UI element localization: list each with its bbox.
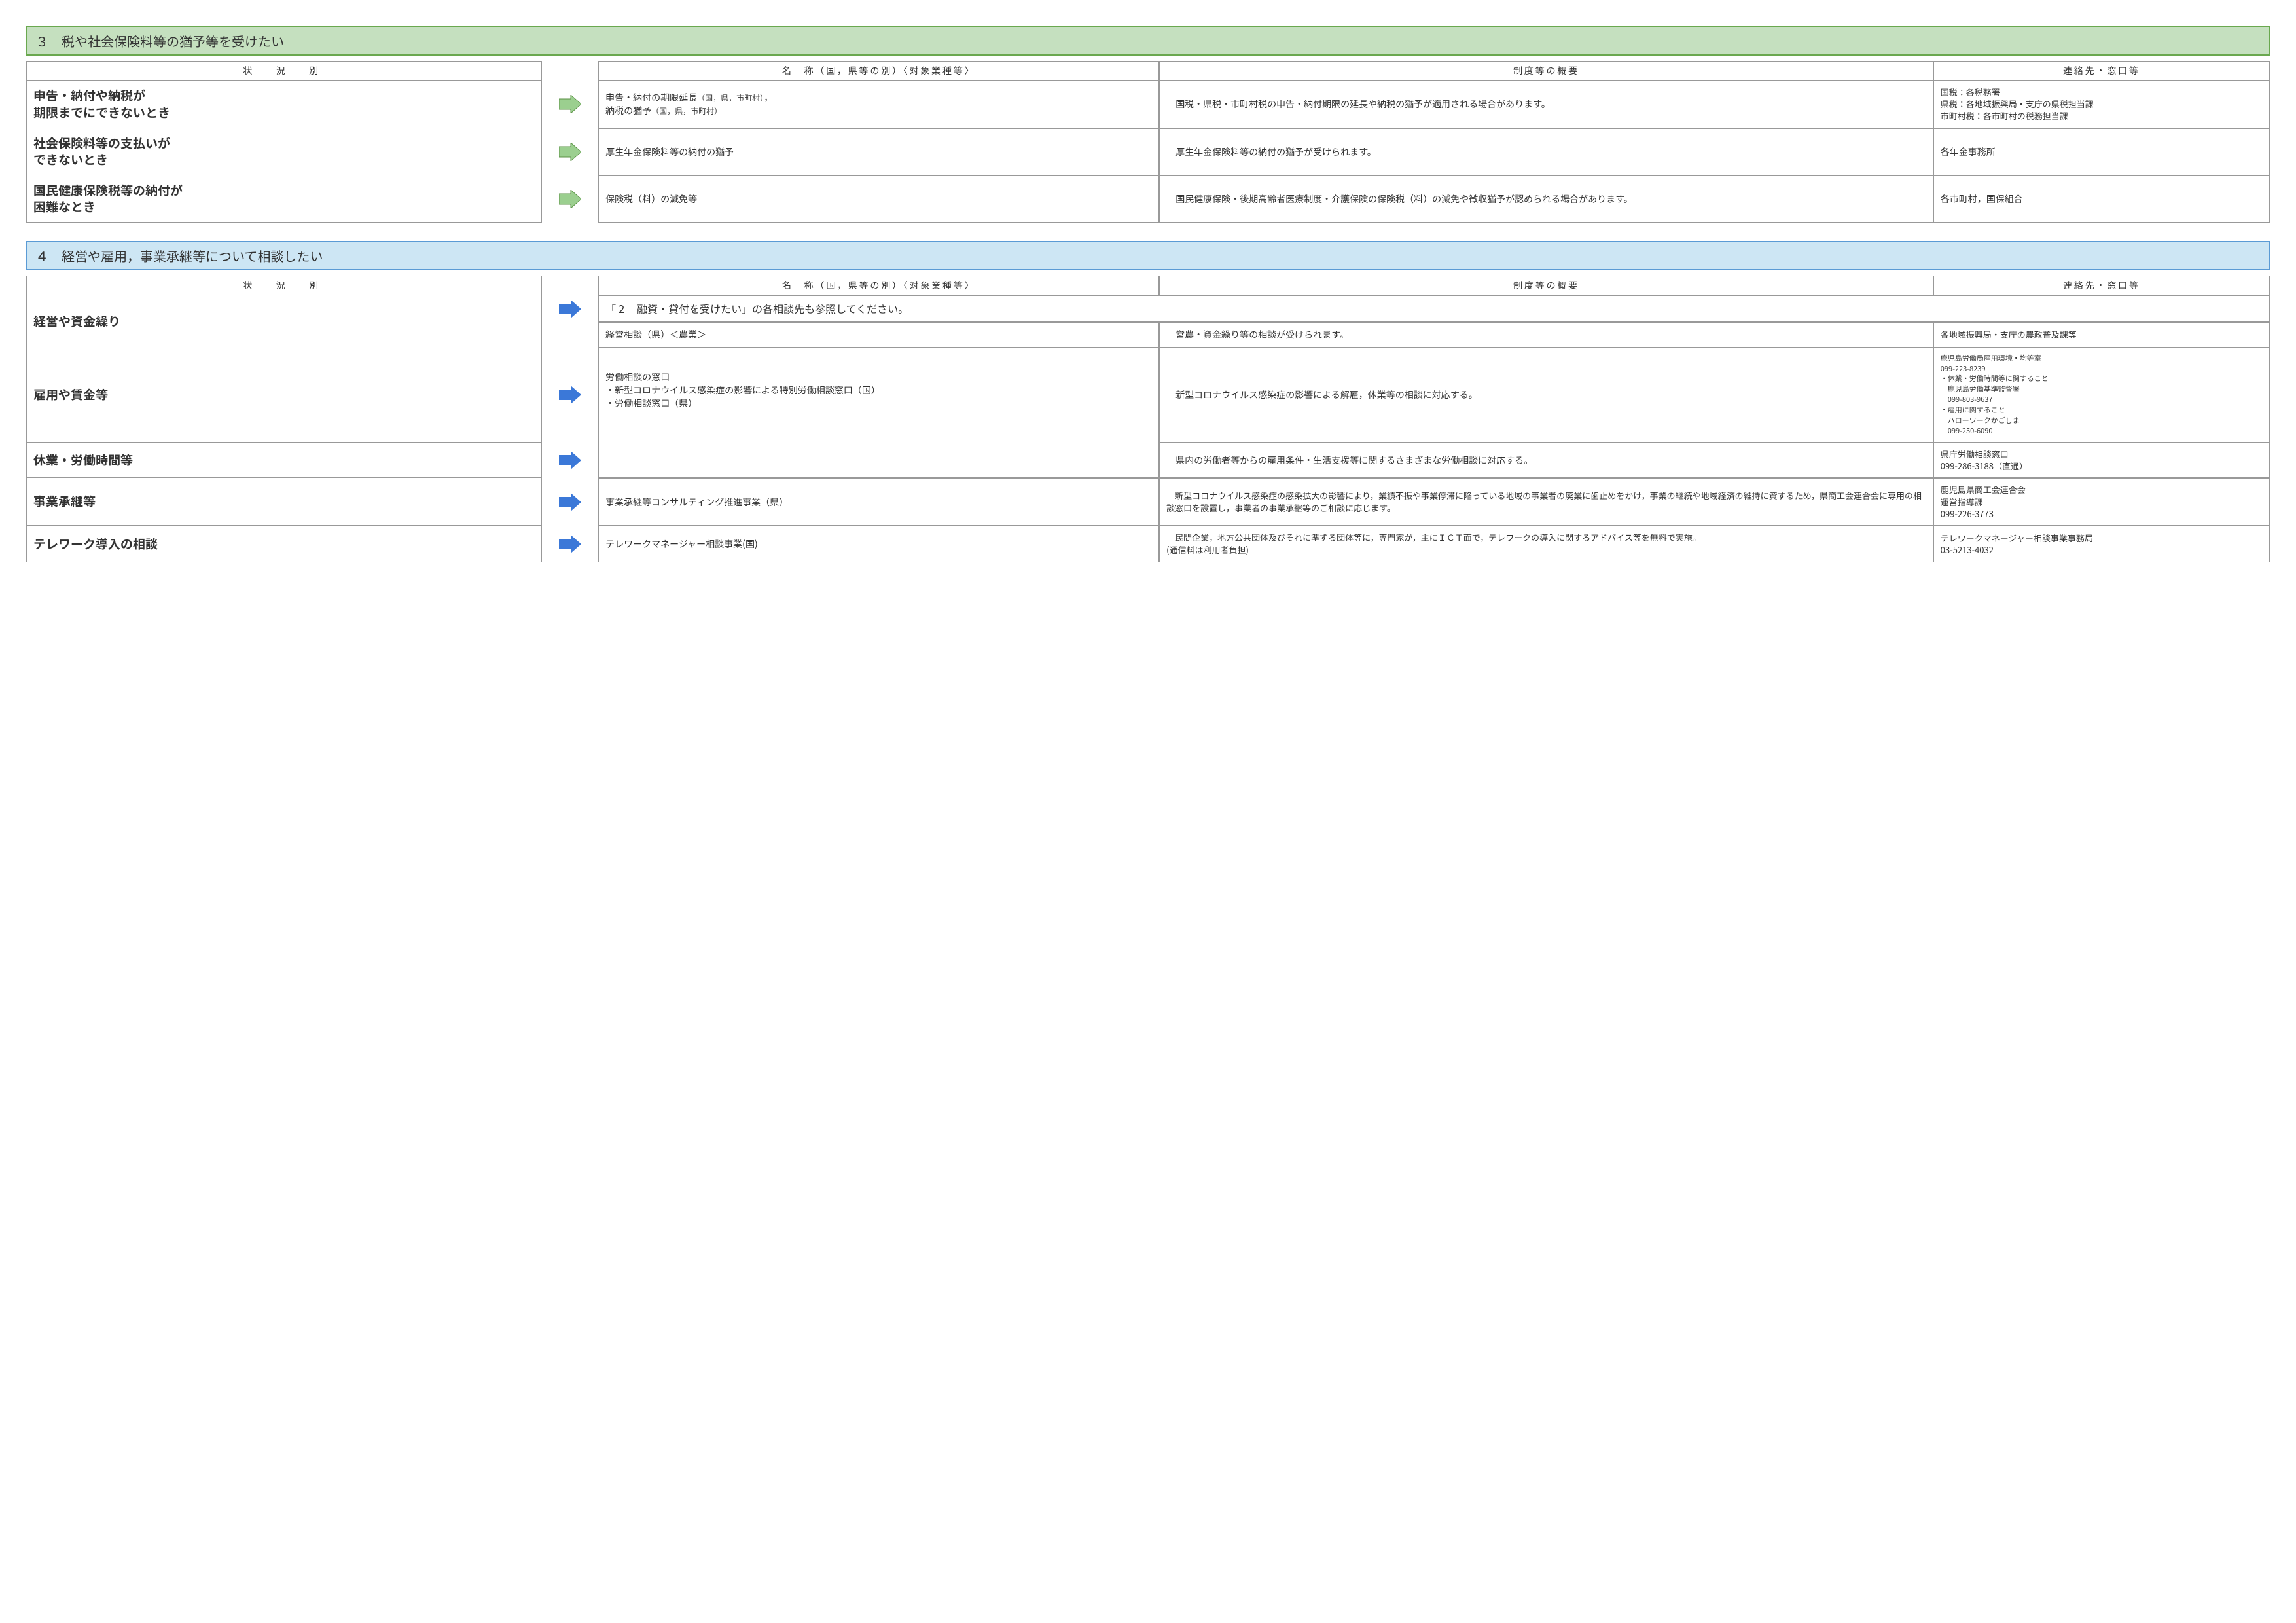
contact-cell: 各地域振興局・支庁の農政普及課等 [1933,322,2270,347]
arrow-icon [542,128,598,175]
situation-text: 申告・納付や納税が 期限までにできないとき [33,87,170,120]
arrow-icon [542,478,598,526]
name-cell: 申告・納付の期限延長（国，県，市町村），納税の猶予（国，県，市町村） [598,81,1159,128]
section-header-4: ４ 経営や雇用，事業承継等について相談したい [26,241,2270,270]
summary-text: 新型コロナウイルス感染症の感染拡大の影響により，業績不振や事業停滞に陥っている地… [1166,490,1926,515]
situation-cell: 経営や資金繰り [26,295,542,347]
contact-text: 各地域振興局・支庁の農政普及課等 [1941,329,2077,340]
summary-cell: 民間企業，地方公共団体及びそれに準ずる団体等に，専門家が，主にＩＣＴ面で，テレワ… [1159,526,1933,562]
summary-text: 国税・県税・市町村税の申告・納付期限の延長や納税の猶予が適用される場合があります… [1166,98,1551,111]
situation-text: 休業・労働時間等 [33,452,133,469]
situation-cell: 社会保険料等の支払いが できないとき [26,128,542,175]
name-text: 保険税（料）の減免等 [605,192,697,206]
summary-cell: 営農・資金繰り等の相談が受けられます。 [1159,322,1933,347]
contact-cell: テレワークマネージャー相談事業事務局 03-5213-4032 [1933,526,2270,562]
arrow-icon [542,443,598,478]
contact-text: 国税：各税務署 県税：各地域振興局・支庁の県税担当課 市町村税：各市町村の税務担… [1941,86,2094,122]
contact-text: テレワークマネージャー相談事業事務局 03-5213-4032 [1941,532,2093,556]
contact-text: 鹿児島労働局雇用環境・均等室 099-223-8239 ・休業・労働時間等に関す… [1941,354,2049,437]
col-header-situation: 状 況 別 [26,61,542,81]
summary-text: 営農・資金繰り等の相談が受けられます。 [1166,328,1349,341]
arrow-icon [542,81,598,128]
contact-cell: 鹿児島労働局雇用環境・均等室 099-223-8239 ・休業・労働時間等に関す… [1933,348,2270,443]
col-header-summary: 制度等の概要 [1159,61,1933,81]
summary-cell: 県内の労働者等からの雇用条件・生活支援等に関するさまざまな労働相談に対応する。 [1159,443,1933,478]
col-header-summary: 制度等の概要 [1159,276,1933,295]
summary-text: 県内の労働者等からの雇用条件・生活支援等に関するさまざまな労働相談に対応する。 [1166,454,1533,467]
summary-cell: 厚生年金保険料等の納付の猶予が受けられます。 [1159,128,1933,175]
arrow-icon [542,348,598,443]
name-cell: 経営相談（県）＜農業＞ [598,322,1159,347]
arrow-icon [542,175,598,223]
arrow-icon [542,295,598,322]
name-cell: テレワークマネージャー相談事業(国) [598,526,1159,562]
situation-text: 国民健康保険税等の納付が 困難なとき [33,182,183,215]
header-gap [542,61,598,81]
name-text: 労働相談の窓口・新型コロナウイルス感染症の影響による特別労働相談窓口（国）・労働… [605,371,880,410]
name-cell: 労働相談の窓口・新型コロナウイルス感染症の影響による特別労働相談窓口（国）・労働… [598,348,1159,479]
situation-cell: 申告・納付や納税が 期限までにできないとき [26,81,542,128]
situation-text: 雇用や賃金等 [33,386,108,403]
situation-cell: 雇用や賃金等 [26,348,542,443]
situation-cell: 休業・労働時間等 [26,443,542,478]
name-text: 申告・納付の期限延長（国，県，市町村），納税の猶予（国，県，市町村） [605,91,773,118]
contact-text: 県庁労働相談窓口 099-286-3188（直通） [1941,448,2028,472]
situation-text: テレワーク導入の相談 [33,536,158,553]
summary-cell: 国税・県税・市町村税の申告・納付期限の延長や納税の猶予が適用される場合があります… [1159,81,1933,128]
summary-text: 新型コロナウイルス感染症の影響による解雇，休業等の相談に対応する。 [1166,388,1478,401]
reference-note: 「２ 融資・貸付を受けたい」の各相談先も参照してください。 [598,295,2270,322]
situation-text: 社会保険料等の支払いが できないとき [33,135,170,168]
header-gap [542,276,598,295]
summary-text: 民間企業，地方公共団体及びそれに準ずる団体等に，専門家が，主にＩＣＴ面で，テレワ… [1166,532,1701,556]
note-text: 「２ 融資・貸付を受けたい」の各相談先も参照してください。 [605,301,908,316]
name-text: 経営相談（県）＜農業＞ [605,328,706,341]
name-text: テレワークマネージャー相談事業(国) [605,538,757,551]
col-header-name: 名 称（国，県等の別）〈対象業種等〉 [598,61,1159,81]
contact-cell: 各年金事務所 [1933,128,2270,175]
contact-text: 鹿児島県商工会連合会 運営指導課 099-226-3773 [1941,484,2026,520]
col-header-situation: 状 況 別 [26,276,542,295]
situation-cell: 国民健康保険税等の納付が 困難なとき [26,175,542,223]
summary-cell: 新型コロナウイルス感染症の感染拡大の影響により，業績不振や事業停滞に陥っている地… [1159,478,1933,526]
contact-text: 各市町村，国保組合 [1941,192,2023,206]
table-section-3: 状 況 別 名 称（国，県等の別）〈対象業種等〉 制度等の概要 連絡先・窓口等 … [26,61,2270,223]
name-cell: 保険税（料）の減免等 [598,175,1159,223]
table-section-4: 状 況 別 名 称（国，県等の別）〈対象業種等〉 制度等の概要 連絡先・窓口等 … [26,276,2270,562]
summary-cell: 国民健康保険・後期高齢者医療制度・介護保険の保険税（料）の減免や徴収猶予が認めら… [1159,175,1933,223]
contact-cell: 各市町村，国保組合 [1933,175,2270,223]
col-header-name: 名 称（国，県等の別）〈対象業種等〉 [598,276,1159,295]
arrow-icon [542,526,598,562]
situation-cell: テレワーク導入の相談 [26,526,542,562]
summary-cell: 新型コロナウイルス感染症の影響による解雇，休業等の相談に対応する。 [1159,348,1933,443]
col-header-contact: 連絡先・窓口等 [1933,276,2270,295]
col-header-contact: 連絡先・窓口等 [1933,61,2270,81]
arrow-gap [542,322,598,347]
section-header-3: ３ 税や社会保険料等の猶予等を受けたい [26,26,2270,56]
situation-text: 経営や資金繰り [33,313,120,330]
contact-cell: 鹿児島県商工会連合会 運営指導課 099-226-3773 [1933,478,2270,526]
name-cell: 事業承継等コンサルティング推進事業（県） [598,478,1159,526]
summary-text: 国民健康保険・後期高齢者医療制度・介護保険の保険税（料）の減免や徴収猶予が認めら… [1166,192,1633,206]
contact-cell: 県庁労働相談窓口 099-286-3188（直通） [1933,443,2270,478]
name-cell: 厚生年金保険料等の納付の猶予 [598,128,1159,175]
situation-cell: 事業承継等 [26,478,542,526]
name-text: 事業承継等コンサルティング推進事業（県） [605,496,788,509]
summary-text: 厚生年金保険料等の納付の猶予が受けられます。 [1166,145,1376,158]
situation-text: 事業承継等 [33,493,96,510]
contact-text: 各年金事務所 [1941,145,1996,158]
name-text: 厚生年金保険料等の納付の猶予 [605,145,734,158]
contact-cell: 国税：各税務署 県税：各地域振興局・支庁の県税担当課 市町村税：各市町村の税務担… [1933,81,2270,128]
